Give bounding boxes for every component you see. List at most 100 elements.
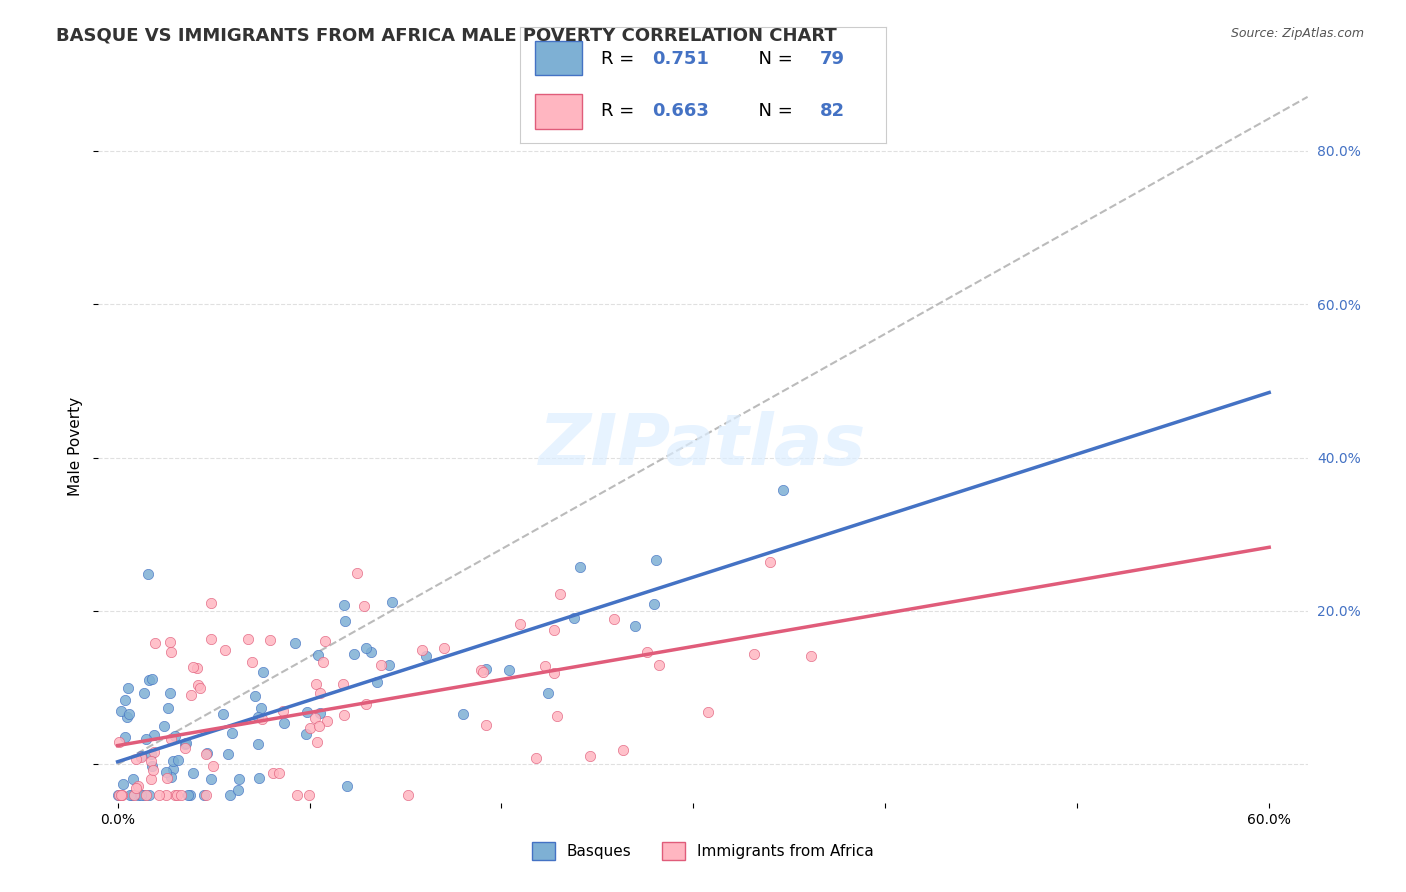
- Text: N =: N =: [747, 103, 799, 120]
- Immigrants from Africa: [195, 747, 218, 762]
- Basques: [135, 731, 157, 746]
- Basques: [138, 567, 160, 582]
- Immigrants from Africa: [546, 708, 568, 723]
- Basques: [162, 762, 184, 776]
- Immigrants from Africa: [125, 781, 148, 796]
- Immigrants from Africa: [143, 745, 166, 759]
- Text: 79: 79: [820, 50, 845, 68]
- Basques: [107, 788, 129, 802]
- Immigrants from Africa: [252, 712, 274, 726]
- Basques: [219, 788, 242, 802]
- Text: N =: N =: [747, 50, 799, 68]
- Basques: [129, 788, 152, 802]
- Immigrants from Africa: [110, 788, 132, 802]
- Basques: [221, 726, 243, 740]
- Text: 0.751: 0.751: [652, 50, 709, 68]
- Basques: [163, 729, 186, 743]
- Immigrants from Africa: [759, 555, 782, 569]
- Immigrants from Africa: [127, 779, 149, 793]
- Basques: [226, 783, 249, 797]
- Basques: [498, 663, 520, 677]
- Basques: [132, 788, 155, 802]
- Immigrants from Africa: [308, 719, 330, 733]
- Basques: [284, 636, 307, 650]
- Basques: [181, 765, 204, 780]
- Immigrants from Africa: [173, 741, 195, 756]
- Basques: [772, 483, 794, 498]
- Basques: [138, 673, 160, 687]
- Immigrants from Africa: [142, 764, 165, 778]
- Immigrants from Africa: [543, 623, 565, 637]
- Basques: [111, 777, 134, 791]
- Basques: [122, 772, 145, 787]
- Immigrants from Africa: [314, 634, 336, 648]
- Basques: [246, 738, 269, 752]
- Immigrants from Africa: [332, 707, 354, 722]
- Immigrants from Africa: [474, 717, 496, 731]
- Basques: [118, 788, 141, 802]
- Basques: [295, 705, 318, 719]
- Immigrants from Africa: [524, 750, 547, 764]
- Immigrants from Africa: [141, 754, 163, 768]
- Basques: [356, 641, 378, 656]
- Basques: [360, 645, 382, 659]
- Immigrants from Africa: [259, 633, 281, 648]
- Immigrants from Africa: [312, 655, 335, 669]
- Immigrants from Africa: [534, 658, 557, 673]
- Immigrants from Africa: [200, 596, 222, 610]
- Basques: [143, 728, 166, 742]
- Basques: [174, 738, 197, 752]
- Immigrants from Africa: [603, 612, 626, 626]
- Immigrants from Africa: [187, 678, 209, 692]
- Basques: [218, 747, 240, 761]
- Basques: [562, 611, 585, 625]
- Immigrants from Africa: [411, 643, 433, 657]
- Immigrants from Africa: [180, 688, 202, 702]
- Basques: [127, 788, 149, 802]
- Basques: [200, 772, 222, 786]
- Immigrants from Africa: [433, 641, 456, 656]
- Immigrants from Africa: [141, 772, 163, 786]
- Basques: [308, 706, 330, 721]
- Immigrants from Africa: [742, 648, 765, 662]
- Immigrants from Africa: [181, 659, 204, 673]
- Immigrants from Africa: [194, 788, 217, 802]
- Immigrants from Africa: [636, 645, 658, 659]
- Basques: [176, 788, 198, 802]
- Basques: [537, 686, 560, 700]
- Immigrants from Africa: [262, 765, 284, 780]
- Basques: [381, 595, 404, 609]
- Basques: [121, 788, 143, 802]
- Immigrants from Africa: [214, 642, 236, 657]
- Immigrants from Africa: [240, 655, 263, 669]
- Immigrants from Africa: [509, 617, 531, 632]
- Immigrants from Africa: [800, 649, 823, 664]
- Basques: [228, 772, 250, 786]
- Basques: [167, 753, 190, 767]
- Immigrants from Africa: [550, 587, 572, 601]
- Immigrants from Africa: [354, 697, 377, 711]
- Immigrants from Africa: [155, 788, 177, 802]
- Immigrants from Africa: [107, 788, 129, 802]
- Immigrants from Africa: [298, 788, 321, 802]
- Basques: [644, 553, 666, 567]
- Basques: [115, 710, 138, 724]
- Immigrants from Africa: [396, 788, 419, 802]
- Immigrants from Africa: [148, 788, 170, 802]
- Immigrants from Africa: [305, 677, 328, 691]
- Text: R =: R =: [600, 50, 640, 68]
- Basques: [195, 747, 218, 761]
- Immigrants from Africa: [159, 731, 181, 746]
- Immigrants from Africa: [304, 711, 326, 725]
- Basques: [141, 673, 163, 687]
- Basques: [246, 710, 269, 724]
- Basques: [157, 701, 180, 715]
- Text: ZIPatlas: ZIPatlas: [540, 411, 866, 481]
- Text: R =: R =: [600, 103, 640, 120]
- Immigrants from Africa: [353, 599, 375, 613]
- Basques: [132, 686, 155, 700]
- Immigrants from Africa: [305, 735, 328, 749]
- Immigrants from Africa: [200, 632, 222, 646]
- Y-axis label: Male Poverty: Male Poverty: [67, 396, 83, 496]
- Immigrants from Africa: [332, 677, 354, 691]
